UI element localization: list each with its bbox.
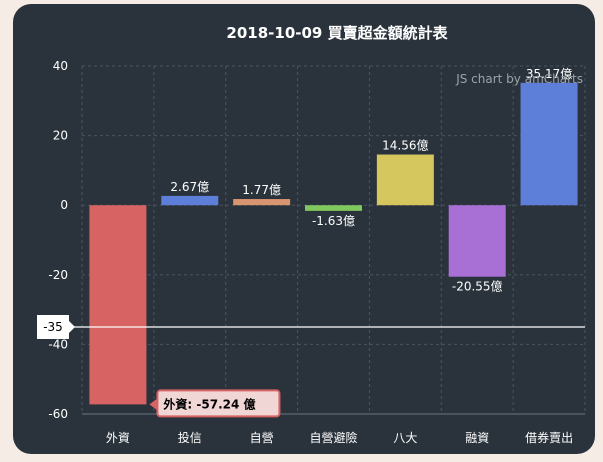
- x-tick-label: 借券賣出: [525, 430, 573, 445]
- bar[interactable]: [305, 205, 362, 211]
- data-label: -1.63億: [312, 214, 355, 228]
- x-axis: 外資 投信 自營 自營避險 八大 融資 借券賣出: [106, 430, 573, 445]
- cursor-value-label: -35: [43, 320, 63, 334]
- cursor-badge: [37, 315, 69, 339]
- y-tick-label: -20: [48, 268, 68, 282]
- x-tick-label: 外資: [106, 431, 130, 445]
- bar[interactable]: [448, 205, 506, 277]
- tooltip-text: 外資: -57.24 億: [163, 396, 255, 411]
- bar[interactable]: [89, 205, 147, 405]
- y-tick-label: -40: [48, 337, 68, 351]
- chart-credit[interactable]: JS chart by amCharts: [455, 72, 583, 86]
- x-tick-label: 自營避險: [309, 430, 357, 445]
- bar[interactable]: [233, 199, 291, 206]
- cursor-badge-pointer: [69, 321, 75, 333]
- data-labels: 2.67億 1.77億 -1.63億 14.56億 -20.55億 35.17億: [170, 67, 572, 294]
- x-tick-label: 自營: [250, 431, 274, 445]
- chart-card: 2018-10-09 買賣超金額統計表 -60 -40 -20 0 20 40 2.67億…: [13, 4, 595, 454]
- y-tick-label: 40: [53, 59, 68, 73]
- grid: [81, 65, 586, 415]
- bar-chart: 2018-10-09 買賣超金額統計表 -60 -40 -20 0 20 40 2.67億…: [37, 24, 586, 445]
- data-label: 35.17億: [526, 67, 572, 81]
- y-axis: -60 -40 -20 0 20 40: [48, 59, 68, 421]
- x-tick-label: 八大: [393, 431, 417, 445]
- cursor-line: -35: [37, 315, 585, 339]
- y-tick-label: 0: [60, 198, 68, 212]
- tooltip: 外資: -57.24 億: [149, 389, 281, 418]
- bars: [89, 82, 578, 405]
- bar[interactable]: [376, 154, 434, 206]
- bar[interactable]: [520, 82, 578, 206]
- y-tick-label: 20: [53, 129, 68, 143]
- data-label: 2.67億: [170, 180, 209, 194]
- data-label: 1.77億: [242, 183, 281, 197]
- x-tick-label: 融資: [465, 431, 489, 445]
- data-label: -20.55億: [452, 280, 503, 294]
- bar[interactable]: [161, 195, 219, 206]
- chart-title: 2018-10-09 買賣超金額統計表: [226, 24, 448, 42]
- data-label: 14.56億: [382, 139, 428, 153]
- x-tick-label: 投信: [178, 430, 202, 445]
- y-tick-label: -60: [48, 407, 68, 421]
- tooltip-pointer: [149, 398, 158, 411]
